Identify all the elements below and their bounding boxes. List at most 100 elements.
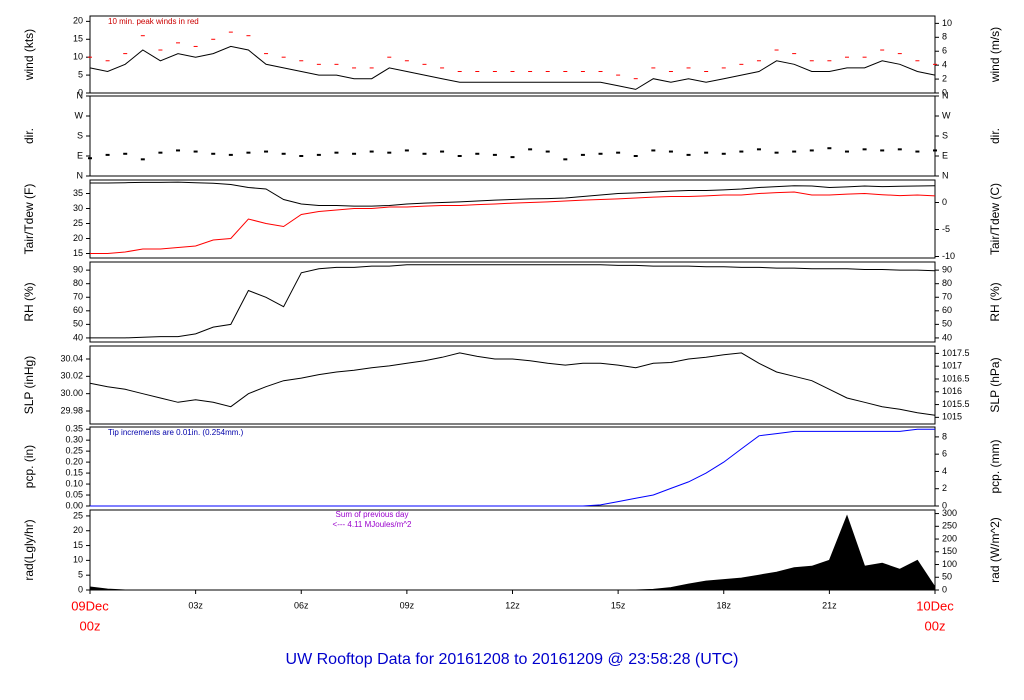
x-tick-label: 18z bbox=[716, 600, 731, 610]
y2-tick-label: 100 bbox=[942, 559, 957, 569]
y-tick-label: E bbox=[77, 150, 83, 160]
y2-tick-label: 60 bbox=[942, 305, 952, 315]
y-tick-label: 30.00 bbox=[60, 388, 83, 398]
y-tick-label: 25 bbox=[73, 218, 83, 228]
y-tick-label: 15 bbox=[73, 540, 83, 550]
y-tick-label: 20 bbox=[73, 525, 83, 535]
y2-tick-label: 200 bbox=[942, 533, 957, 543]
dot bbox=[123, 152, 128, 155]
x-end-sublabel: 00z bbox=[80, 618, 101, 633]
y-tick-label: 10 bbox=[73, 52, 83, 62]
dot bbox=[105, 153, 110, 156]
dot bbox=[422, 152, 427, 155]
dot bbox=[721, 152, 726, 155]
chart-title: UW Rooftop Data for 20161208 to 20161209… bbox=[286, 651, 739, 668]
y-tick-label: 20 bbox=[73, 233, 83, 243]
x-tick-label: 21z bbox=[822, 600, 837, 610]
panel-frame bbox=[89, 15, 936, 94]
dot bbox=[809, 149, 814, 152]
y2-tick-label: 50 bbox=[942, 572, 952, 582]
y2-tick-label: 8 bbox=[942, 431, 947, 441]
y2-axis-label: RH (%) bbox=[988, 282, 1002, 321]
y2-tick-label: S bbox=[942, 130, 948, 140]
dot bbox=[668, 150, 673, 153]
dot bbox=[633, 155, 638, 157]
y-axis-label: pcp. (in) bbox=[22, 445, 36, 488]
x-end-sublabel: 00z bbox=[925, 618, 946, 633]
y2-tick-label: 10 bbox=[942, 18, 952, 28]
y-tick-label: 0.05 bbox=[65, 489, 83, 499]
y-axis-label: Tair/Tdew (F) bbox=[22, 184, 36, 255]
dot bbox=[404, 149, 409, 152]
y-tick-label: 35 bbox=[73, 188, 83, 198]
dot bbox=[545, 150, 550, 153]
dot bbox=[827, 147, 832, 150]
y2-tick-label: 1017 bbox=[942, 361, 962, 371]
y2-tick-label: 40 bbox=[942, 332, 952, 342]
dot bbox=[510, 156, 515, 159]
dot bbox=[264, 150, 269, 153]
x-tick-label: 15z bbox=[611, 600, 626, 610]
dot bbox=[352, 152, 357, 155]
y2-tick-label: 1016 bbox=[942, 386, 962, 396]
dot bbox=[193, 150, 198, 153]
y2-tick-label: 0 bbox=[942, 87, 947, 97]
panel-frame bbox=[89, 95, 936, 177]
y2-tick-label: 0 bbox=[942, 197, 947, 207]
y-tick-label: 10 bbox=[73, 555, 83, 565]
y2-axis-label: wind (m/s) bbox=[988, 27, 1002, 83]
dot bbox=[862, 148, 867, 151]
y-tick-label: 0.25 bbox=[65, 446, 83, 456]
panel-frame bbox=[89, 426, 936, 507]
y2-tick-label: 250 bbox=[942, 521, 957, 531]
dot bbox=[616, 151, 621, 154]
x-end-label: 09Dec bbox=[71, 598, 109, 613]
line bbox=[90, 264, 936, 339]
dot bbox=[598, 152, 603, 155]
y2-axis-label: rad (W/m^2) bbox=[988, 517, 1002, 583]
y-tick-label: 29.98 bbox=[60, 405, 83, 415]
dot bbox=[704, 151, 709, 154]
y-tick-label: 25 bbox=[73, 510, 83, 520]
dot bbox=[176, 149, 181, 152]
dot bbox=[158, 151, 163, 154]
dot bbox=[739, 150, 744, 153]
y2-tick-label: 80 bbox=[942, 278, 952, 288]
dot bbox=[844, 150, 849, 153]
dot bbox=[299, 155, 304, 157]
dot bbox=[457, 155, 462, 157]
y2-tick-label: -10 bbox=[942, 251, 955, 261]
y-tick-label: 0.35 bbox=[65, 424, 83, 434]
y-tick-label: N bbox=[77, 90, 84, 100]
y2-tick-label: 1016.5 bbox=[942, 373, 970, 383]
y-tick-label: 0.20 bbox=[65, 456, 83, 466]
y-axis-label: rad(Lgly/hr) bbox=[22, 519, 36, 580]
dot bbox=[492, 153, 497, 156]
y-tick-label: 30 bbox=[73, 203, 83, 213]
dot bbox=[440, 150, 445, 153]
line bbox=[89, 352, 936, 416]
x-end-label: 10Dec bbox=[916, 598, 954, 613]
x-tick-label: 09z bbox=[400, 600, 415, 610]
y-tick-label: 30.02 bbox=[60, 371, 83, 381]
annotation: <--- 4.11 MJoules/m^2 bbox=[333, 520, 413, 529]
y-tick-label: 5 bbox=[78, 570, 83, 580]
y-tick-label: 0 bbox=[78, 87, 83, 97]
y2-tick-label: 1017.5 bbox=[942, 348, 970, 358]
y2-tick-label: 2 bbox=[942, 483, 947, 493]
dot bbox=[686, 153, 691, 156]
x-tick-label: 12z bbox=[505, 600, 520, 610]
dot bbox=[475, 152, 480, 155]
line bbox=[90, 181, 936, 207]
dot bbox=[334, 151, 339, 154]
y2-tick-label: 1015.5 bbox=[942, 399, 970, 409]
y-tick-label: 0.15 bbox=[65, 467, 83, 477]
dot bbox=[897, 148, 902, 151]
y2-tick-label: E bbox=[942, 150, 948, 160]
y2-tick-label: 8 bbox=[942, 32, 947, 42]
y-tick-label: 0.30 bbox=[65, 435, 83, 445]
y-tick-label: W bbox=[75, 110, 84, 120]
dot bbox=[580, 153, 585, 156]
dot bbox=[211, 152, 216, 155]
